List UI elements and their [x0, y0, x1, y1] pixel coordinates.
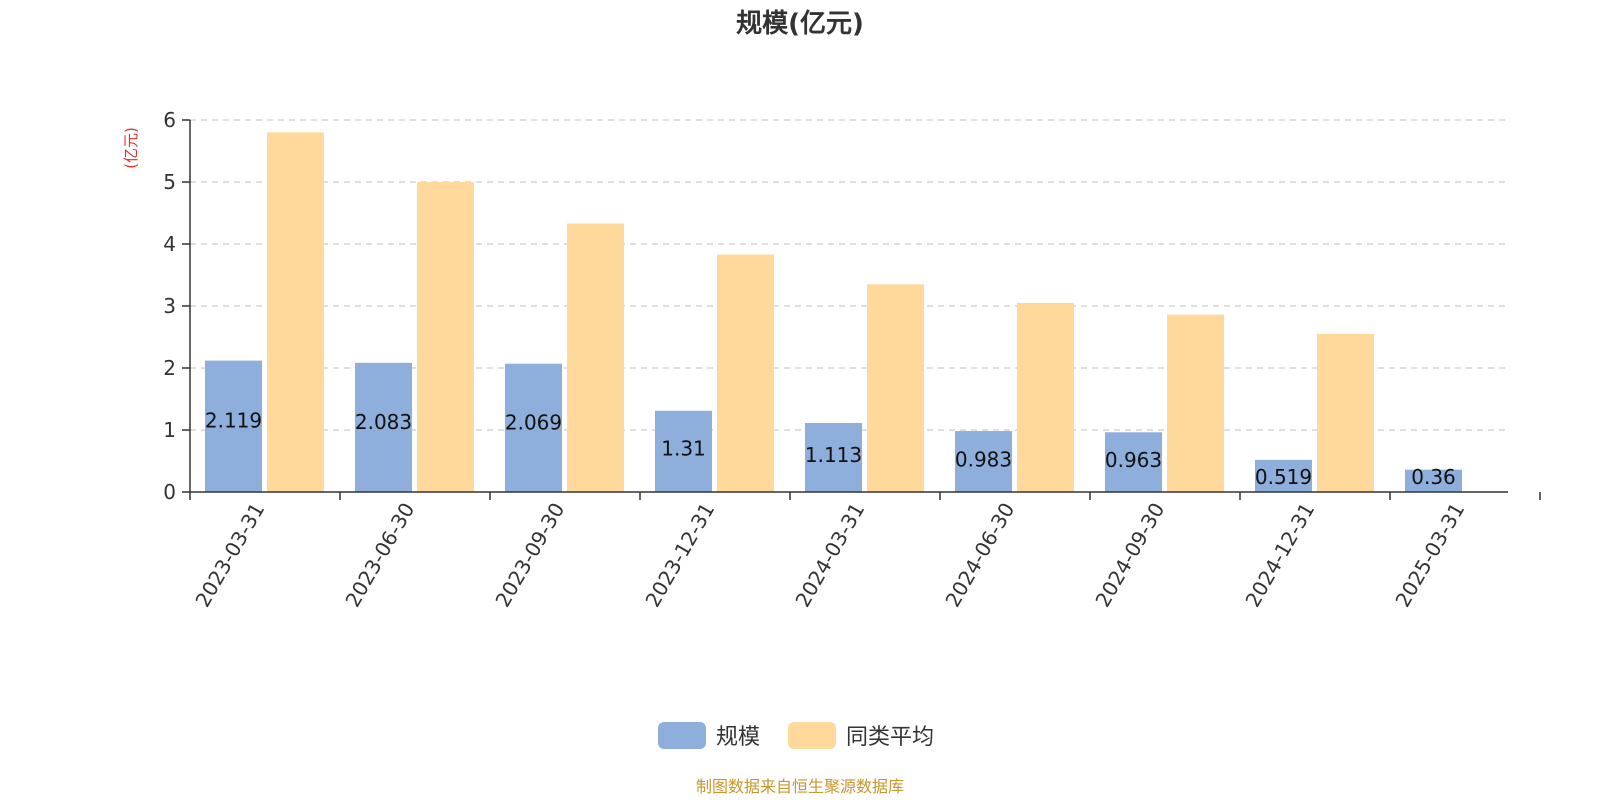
bar-value-label: 2.069 — [505, 410, 562, 434]
y-tick-label: 0 — [163, 480, 176, 504]
x-tick-label: 2024-12-31 — [1240, 499, 1319, 612]
bars — [205, 132, 1462, 493]
x-tick-label: 2023-09-30 — [490, 499, 569, 612]
bar-scale — [655, 410, 712, 492]
bar-scale — [505, 363, 562, 492]
data-labels: 2.119 2.083 2.069 1.31 1.113 0.983 0.963 0.519 0… — [205, 409, 1456, 489]
bar-value-label: 1.31 — [661, 436, 706, 460]
bar-scale — [955, 431, 1012, 492]
bar-value-label: 0.36 — [1411, 465, 1456, 489]
bar-scale — [1105, 432, 1162, 492]
bar-value-label: 0.519 — [1255, 465, 1312, 489]
data-source-note: 制图数据来自恒生聚源数据库 — [696, 777, 904, 796]
axes — [189, 120, 1508, 493]
legend-label: 同类平均 — [846, 725, 934, 750]
y-tick-label: 4 — [163, 232, 176, 256]
x-axis-ticks: 2023-03-31 2023-06-30 2023-09-30 2023-12-31… — [189, 492, 1541, 612]
x-tick-label: 2023-06-30 — [340, 499, 419, 612]
bar-peer-average — [1017, 302, 1074, 492]
bar-scale — [805, 422, 862, 492]
bar-scale — [355, 362, 412, 492]
y-axis-ticks: 0 1 2 3 4 5 6 — [163, 108, 190, 504]
bar-peer-average — [567, 223, 624, 493]
bar-scale — [1405, 469, 1462, 492]
legend-swatch — [788, 722, 836, 749]
legend-swatch — [658, 722, 706, 749]
y-tick-label: 2 — [163, 356, 176, 380]
x-tick-label: 2024-09-30 — [1090, 499, 1169, 612]
bar-peer-average — [417, 182, 474, 492]
x-tick-label: 2023-12-31 — [640, 499, 719, 612]
bar-peer-average — [1167, 314, 1224, 492]
chart-title: 规模(亿元) — [736, 9, 864, 39]
y-tick-label: 1 — [163, 418, 176, 442]
bar-value-label: 2.119 — [205, 409, 262, 433]
bar-value-label: 0.963 — [1105, 448, 1162, 472]
x-tick-label: 2024-03-31 — [790, 499, 869, 612]
bar-value-label: 0.983 — [955, 447, 1012, 471]
legend-label: 规模 — [716, 725, 760, 750]
x-tick-label: 2025-03-31 — [1390, 499, 1469, 612]
legend: 规模 同类平均 — [658, 722, 934, 750]
y-tick-label: 3 — [163, 294, 176, 318]
bar-scale — [205, 360, 262, 492]
y-tick-label: 6 — [163, 108, 176, 132]
bar-peer-average — [717, 254, 774, 492]
x-tick-label: 2023-03-31 — [190, 499, 269, 612]
bar-value-label: 2.083 — [355, 410, 412, 434]
bar-scale — [1255, 459, 1312, 492]
bar-peer-average — [1317, 333, 1374, 492]
x-tick-label: 2024-06-30 — [940, 499, 1019, 612]
bar-peer-average — [867, 284, 924, 492]
bar-peer-average — [267, 132, 324, 492]
y-tick-label: 5 — [163, 170, 176, 194]
y-axis-unit: (亿元) — [122, 127, 140, 169]
bar-value-label: 1.113 — [805, 443, 862, 467]
